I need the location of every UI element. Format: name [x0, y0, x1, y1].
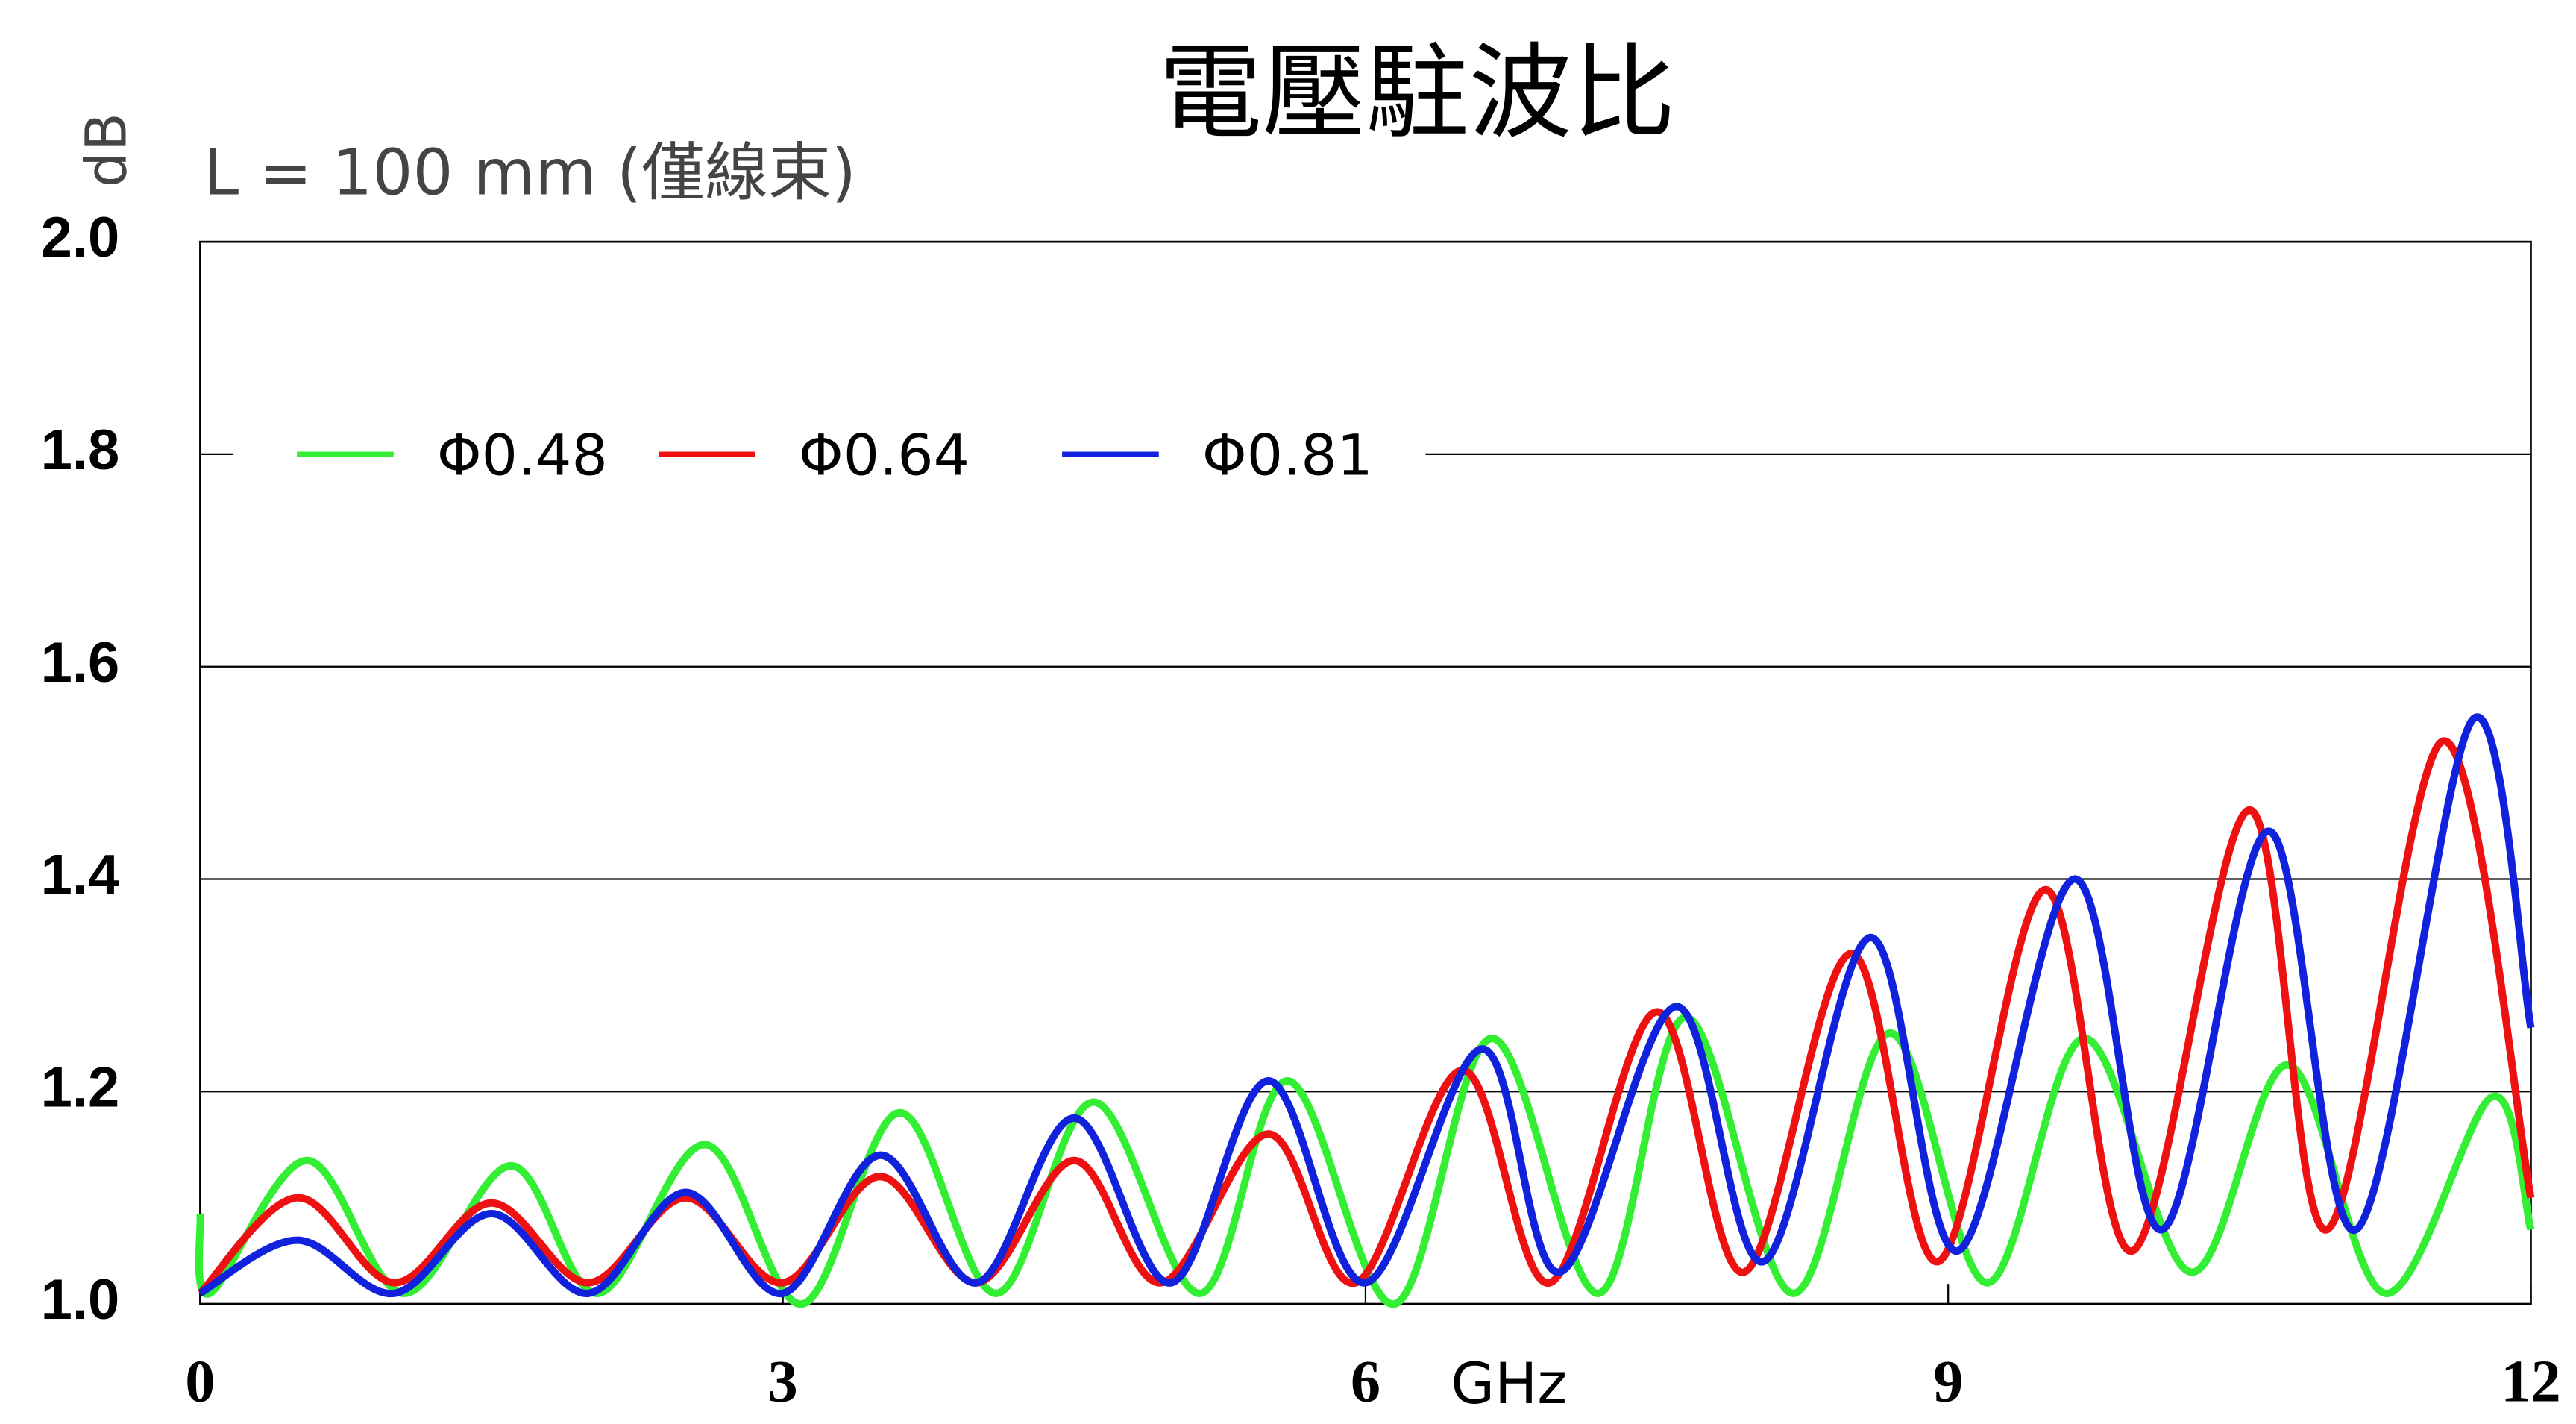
legend-label: Φ0.64 [799, 422, 970, 489]
y-tick-label: 1.6 [41, 631, 120, 694]
y-tick-label: 2.0 [41, 206, 120, 269]
chart-title: 電壓駐波比 [1159, 32, 1676, 153]
x-tick-label: 0 [185, 1348, 215, 1414]
x-tick-label: 6 [1351, 1348, 1380, 1414]
series-line [198, 713, 2535, 1297]
y-tick-label: 1.4 [41, 844, 120, 907]
x-axis-label: GHz [1451, 1350, 1567, 1417]
x-tick-label: 9 [1933, 1348, 1963, 1414]
plot-frame [199, 240, 2532, 1305]
legend: Φ0.48 Φ0.64 Φ0.81 [233, 407, 1426, 501]
x-tick-label: 3 [768, 1348, 798, 1414]
y-axis-label: dB [73, 113, 139, 187]
y-tick-label: 1.8 [41, 418, 120, 482]
y-tick-label: 1.2 [41, 1056, 120, 1119]
x-tick-label: 12 [2501, 1348, 2560, 1414]
y-tick-label: 1.0 [41, 1268, 120, 1332]
subtitle: L = 100 mm (僅線束) [204, 136, 856, 210]
legend-label: Φ0.48 [437, 422, 608, 489]
legend-label: Φ0.81 [1202, 422, 1373, 489]
legend-box [233, 407, 1426, 501]
